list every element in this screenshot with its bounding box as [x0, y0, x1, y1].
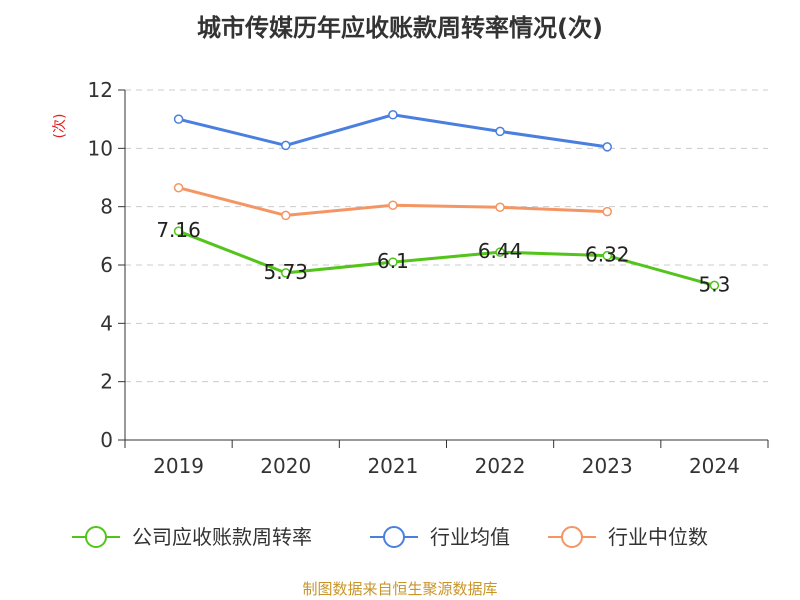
legend-item: 行业中位数 — [548, 525, 708, 549]
data-point — [388, 200, 398, 210]
data-point — [495, 126, 505, 137]
data-point — [602, 206, 612, 217]
y-tick-label: 4 — [100, 311, 113, 335]
data-point — [709, 280, 720, 291]
data-point — [281, 268, 291, 278]
y-tick-label: 12 — [88, 78, 113, 102]
data-point — [388, 257, 398, 267]
y-tick-label: 6 — [100, 253, 113, 277]
legend-label: 公司应收账款周转率 — [132, 525, 312, 549]
data-label: 5.3 — [699, 272, 731, 296]
data-label: 5.73 — [263, 260, 308, 284]
x-tick-label: 2021 — [367, 454, 418, 478]
legend-marker — [561, 526, 583, 548]
y-tick-label: 0 — [100, 428, 113, 452]
axes: 0 2 4 6 8 10 12 2019 2020 2021 2022 2023 2024 — [88, 78, 769, 478]
x-tick-label: 2020 — [260, 454, 311, 478]
data-point — [602, 250, 612, 261]
legend-marker — [85, 526, 107, 548]
x-tick-label: 2022 — [475, 454, 526, 478]
series-line — [178, 113, 608, 149]
legend: 公司应收账款周转率 行业均值 行业中位数 — [72, 525, 708, 549]
legend-item: 行业均值 — [370, 525, 510, 549]
series — [173, 110, 720, 291]
series-line — [178, 229, 715, 287]
data-label: 6.32 — [585, 243, 630, 267]
data-point — [281, 210, 291, 221]
data-label: 6.44 — [478, 239, 523, 263]
y-axis-unit: (次) — [52, 114, 68, 139]
x-tick-label: 2023 — [582, 454, 633, 478]
data-point — [602, 142, 612, 152]
data-point — [388, 110, 398, 120]
y-tick-label: 10 — [88, 136, 113, 160]
data-point — [495, 247, 505, 257]
x-tick-label: 2019 — [153, 454, 204, 478]
legend-marker — [383, 526, 405, 548]
legend-item: 公司应收账款周转率 — [72, 525, 312, 549]
y-tick-label: 2 — [100, 370, 113, 394]
x-tick-label: 2024 — [689, 454, 740, 478]
data-labels: 7.16 5.73 6.1 6.44 6.32 5.3 — [156, 218, 730, 296]
grid-lines — [125, 89, 768, 383]
data-label: 6.1 — [377, 249, 409, 273]
data-label: 7.16 — [156, 218, 201, 242]
data-point — [495, 202, 505, 212]
chart-title: 城市传媒历年应收账款周转率情况(次) — [197, 14, 603, 42]
data-point — [281, 140, 291, 151]
y-tick-label: 8 — [100, 195, 113, 219]
data-point — [173, 226, 184, 236]
data-point — [173, 182, 184, 193]
legend-label: 行业均值 — [430, 525, 510, 549]
legend-label: 行业中位数 — [608, 525, 708, 549]
data-point — [173, 114, 184, 124]
source-note: 制图数据来自恒生聚源数据库 — [302, 580, 497, 598]
